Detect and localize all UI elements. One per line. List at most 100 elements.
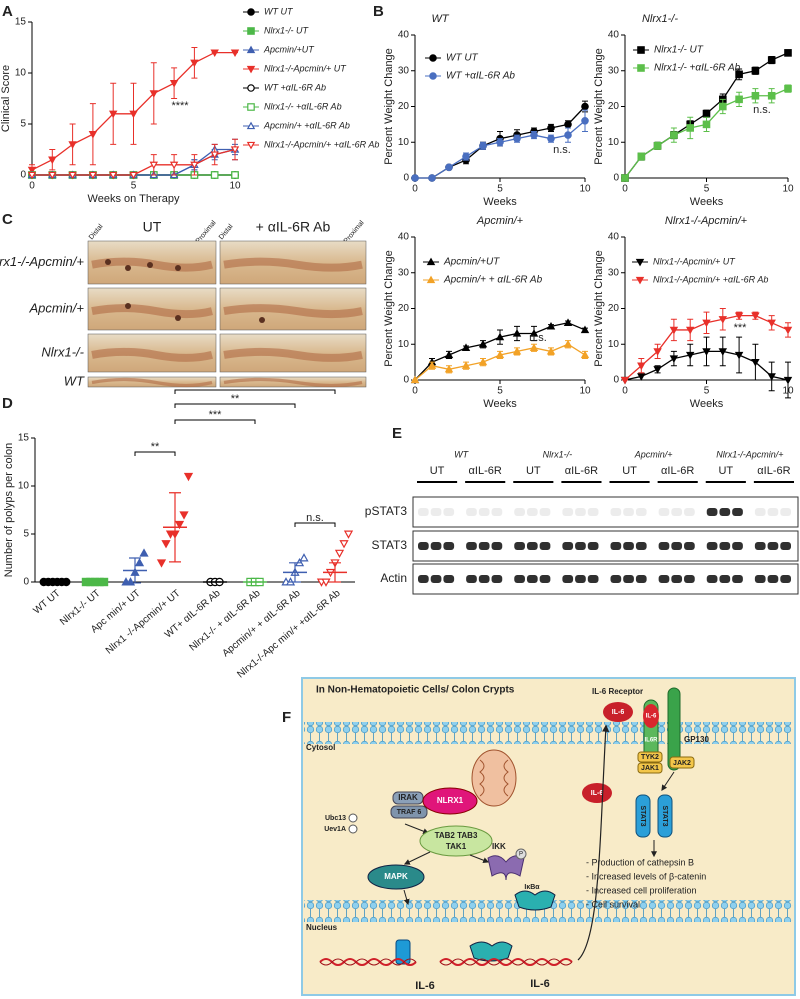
phospho-label: P bbox=[519, 852, 523, 858]
y-tick-label: 0 bbox=[23, 577, 29, 588]
il6-label: IL-6 bbox=[646, 714, 657, 720]
blot-band bbox=[526, 575, 538, 583]
data-point bbox=[190, 59, 199, 68]
polyp bbox=[147, 262, 153, 268]
gene-label: IL-6 bbox=[415, 980, 435, 992]
blot-band bbox=[635, 508, 647, 516]
data-point bbox=[108, 171, 118, 180]
y-tick-label: 20 bbox=[398, 101, 410, 112]
y-axis-label: Percent Weight Change bbox=[593, 48, 605, 165]
colon-tissue bbox=[223, 347, 363, 362]
x-tick-label: 5 bbox=[131, 181, 137, 192]
row-label: Apcmin/+ bbox=[28, 300, 84, 315]
group-label: Apcmin/+ bbox=[634, 449, 673, 459]
data-point bbox=[108, 110, 118, 119]
y-tick-label: 5 bbox=[20, 119, 26, 130]
data-point bbox=[751, 66, 760, 75]
blot-band bbox=[671, 508, 683, 516]
y-tick-label: 20 bbox=[398, 303, 410, 314]
panel-f: In Non-Hematopoietic Cells/ Colon Crypts… bbox=[301, 677, 796, 996]
data-point bbox=[129, 110, 138, 119]
legend-label: Nlrx1-/-Apcmin/+ +αIL-6R Ab bbox=[264, 139, 379, 149]
blot-band bbox=[562, 508, 574, 516]
blot-band bbox=[719, 542, 731, 550]
data-point bbox=[734, 312, 744, 321]
blot-band bbox=[658, 508, 670, 516]
blot-band bbox=[623, 542, 634, 550]
data-point bbox=[767, 373, 776, 381]
panel-label: A bbox=[2, 3, 13, 20]
data-point bbox=[179, 511, 189, 520]
legend-marker bbox=[247, 8, 255, 16]
blot-band bbox=[732, 508, 743, 516]
x-tick-label: 10 bbox=[579, 184, 591, 195]
legend-label: Nlrx1-/- UT bbox=[264, 25, 309, 35]
blot-band bbox=[658, 575, 670, 583]
x-tick-label: 10 bbox=[579, 386, 591, 397]
blot-strip bbox=[412, 496, 799, 528]
data-point bbox=[48, 156, 57, 165]
data-point bbox=[428, 174, 436, 182]
tyk2-label: TYK2 bbox=[641, 754, 659, 761]
ubc13 bbox=[348, 813, 358, 823]
y-tick-label: 40 bbox=[608, 232, 620, 243]
outcome: - Increased cell proliferation bbox=[586, 885, 697, 895]
blot-band bbox=[539, 575, 551, 583]
y-tick-label: 30 bbox=[608, 65, 620, 76]
data-point bbox=[547, 134, 555, 143]
data-point bbox=[496, 138, 504, 147]
bracket bbox=[174, 419, 256, 424]
blot-band bbox=[767, 508, 779, 516]
data-point bbox=[653, 142, 662, 150]
data-point bbox=[581, 102, 589, 111]
data-point bbox=[669, 355, 679, 363]
blot-band bbox=[575, 575, 586, 583]
data-point bbox=[735, 70, 743, 79]
data-point bbox=[563, 318, 573, 326]
data-point bbox=[444, 364, 454, 373]
data-point bbox=[343, 530, 354, 539]
orientation-label: Distal bbox=[88, 223, 105, 241]
uev1a-label: Uev1A bbox=[324, 826, 346, 833]
data-point bbox=[512, 329, 522, 337]
jak2 bbox=[669, 756, 695, 769]
y-tick-label: 10 bbox=[608, 339, 620, 350]
data-point bbox=[718, 316, 728, 324]
il6-ligand bbox=[603, 702, 633, 722]
blot-band bbox=[767, 542, 779, 550]
data-point bbox=[686, 124, 695, 132]
polyp bbox=[175, 315, 181, 321]
data-point bbox=[461, 343, 471, 351]
data-point bbox=[669, 326, 679, 335]
y-tick-label: 20 bbox=[608, 101, 620, 112]
data-point bbox=[564, 131, 572, 139]
x-tick-label: 0 bbox=[412, 386, 418, 397]
data-point bbox=[529, 343, 539, 351]
blot-band bbox=[587, 542, 599, 550]
y-tick-label: 30 bbox=[398, 65, 410, 76]
data-point bbox=[581, 117, 589, 125]
blot-band bbox=[491, 508, 503, 516]
data-point bbox=[410, 375, 420, 384]
data-point bbox=[784, 84, 792, 93]
data-point bbox=[461, 361, 471, 369]
data-point bbox=[427, 361, 437, 369]
y-axis-label: Clinical Score bbox=[0, 65, 12, 132]
column-header: UT bbox=[143, 219, 162, 235]
blot-band bbox=[418, 508, 429, 516]
x-tick-label: 10 bbox=[782, 184, 794, 195]
y-tick-label: 0 bbox=[613, 173, 619, 184]
blot-strip bbox=[412, 563, 799, 595]
irak bbox=[392, 791, 424, 805]
lane-label: UT bbox=[622, 465, 637, 477]
mapk bbox=[367, 864, 425, 890]
y-tick-label: 5 bbox=[23, 529, 29, 540]
data-point bbox=[783, 326, 793, 335]
data-point bbox=[183, 472, 194, 482]
gp130-label: GP130 bbox=[684, 735, 709, 744]
blot-band bbox=[635, 575, 647, 583]
blot-band bbox=[706, 508, 718, 516]
data-point bbox=[751, 91, 760, 100]
blot-band bbox=[719, 508, 731, 516]
column-header: + αIL-6R Ab bbox=[256, 219, 331, 235]
